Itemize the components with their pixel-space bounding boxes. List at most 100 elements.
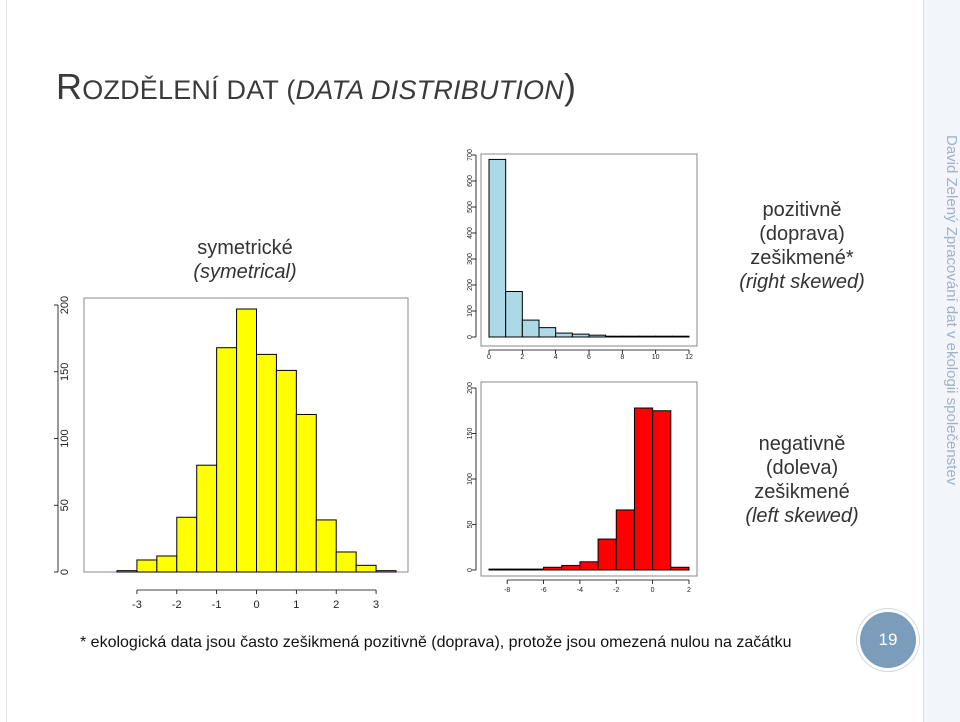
right-skewed-bar	[638, 335, 657, 338]
title-end: )	[563, 66, 577, 107]
label-left-line2: (doleva)	[765, 457, 839, 479]
title-italic: DATA DISTRIBUTION	[295, 75, 564, 105]
left-skewed-bar	[506, 568, 526, 571]
left-skewed-bar	[543, 566, 563, 571]
label-left-line4: (left skewed)	[745, 505, 859, 527]
left-skewed-y-tick-label: 100	[467, 473, 474, 485]
slide-title: ROZDĚLENÍ DAT (DATA DISTRIBUTION)	[56, 66, 576, 108]
right-skewed-x-tick-label: 8	[620, 354, 624, 361]
label-right-line4: (right skewed)	[739, 271, 865, 293]
label-symmetric-italic: (symetrical)	[193, 261, 297, 283]
symmetric-bar	[176, 516, 198, 573]
label-right-line1: pozitivně	[762, 199, 842, 221]
label-left-line3: zešikmené	[754, 481, 850, 503]
right-skewed-bar	[488, 158, 507, 338]
left-skewed-bar	[597, 538, 617, 571]
left-skewed-x-tick-label: 0	[651, 587, 655, 594]
left-skewed-y-tick-label: 150	[467, 428, 474, 440]
left-skewed-bar	[633, 407, 654, 571]
left-skewed-bar	[670, 566, 690, 571]
left-skewed-box	[480, 381, 698, 577]
right-skewed-x-tick-label: 10	[652, 354, 660, 361]
right-skewed-bar	[655, 335, 673, 338]
right-skewed-x-tick-label: 6	[587, 354, 591, 361]
left-skewed-y-tick-label: 200	[467, 382, 474, 394]
symmetric-bar	[375, 570, 397, 573]
right-skewed-bar	[521, 319, 540, 338]
symmetric-bar	[196, 464, 218, 573]
symmetric-x-tick-label: 0	[253, 599, 259, 610]
right-skewed-x-tick-label: 2	[520, 354, 524, 361]
symmetric-x-tick-label: -2	[172, 599, 182, 610]
right-skewed-histogram: 0 100 200 300 400 500 600 700 0 2 4 6 8 10 12	[467, 149, 698, 361]
right-skewed-bar	[555, 332, 573, 338]
title-rest: OZDĚLENÍ DAT (	[82, 75, 296, 105]
symmetric-x-tick-label: -3	[132, 599, 142, 610]
right-skewed-box	[480, 153, 698, 347]
right-skewed-y-tick-label: 200	[467, 279, 474, 291]
label-symmetric-line2: (symetrical)	[150, 260, 340, 284]
left-skewed-x-tick-label: -6	[540, 587, 546, 594]
symmetric-bar	[275, 369, 297, 573]
right-skewed-y-tick-label: 500	[467, 201, 474, 213]
symmetric-bar	[236, 308, 257, 573]
right-skewed-y-tick-label: 600	[467, 175, 474, 187]
left-rule	[6, 0, 7, 722]
page-number-badge: 19	[857, 609, 919, 671]
left-skewed-bar	[561, 564, 581, 571]
left-skewed-bar	[652, 410, 672, 571]
right-skewed-y-tick-label: 700	[467, 149, 474, 161]
symmetric-x-tick-label: 3	[373, 599, 379, 610]
left-skewed-x-tick-label: -8	[504, 587, 510, 594]
symmetric-x-tick-label: -1	[212, 599, 222, 610]
right-skewed-bar	[571, 333, 590, 338]
symmetric-bar	[335, 551, 357, 573]
left-skewed-bar	[524, 568, 545, 571]
symmetric-y-tick-label: 100	[59, 429, 71, 447]
symmetric-bar	[256, 353, 277, 573]
symmetric-bar	[156, 555, 178, 573]
label-symmetric-line1: symetrické	[197, 237, 293, 259]
left-skewed-bar	[579, 561, 599, 571]
symmetric-bar	[295, 413, 317, 573]
right-skewed-x-tick-label: 4	[554, 354, 558, 361]
symmetric-y-tick-label: 200	[59, 296, 71, 314]
left-skewed-y-tick-label: 0	[467, 568, 474, 572]
label-symmetric: symetrické (symetrical)	[150, 236, 340, 284]
left-skewed-y-tick-label: 50	[467, 521, 474, 529]
left-skewed-x-tick-label: -4	[577, 587, 583, 594]
right-skewed-bar	[671, 335, 690, 338]
symmetric-bar	[116, 570, 138, 573]
symmetric-y-tick-label: 150	[59, 363, 71, 381]
symmetric-bar	[355, 564, 377, 573]
symmetric-bar	[315, 519, 337, 573]
sidebar	[923, 0, 960, 722]
right-skewed-y-tick-label: 300	[467, 253, 474, 265]
label-left-skewed: negativně (doleva) zešikmené (left skewe…	[712, 432, 892, 528]
sidebar-text: David Zelený Zpracování dat v ekologii s…	[943, 135, 960, 486]
right-skewed-bar	[605, 335, 623, 338]
right-skewed-x-tick-label: 0	[487, 354, 491, 361]
right-skewed-bar	[538, 327, 557, 338]
left-skewed-bar	[615, 509, 635, 571]
label-right-skewed: pozitivně (doprava) zešikmené* (right sk…	[712, 198, 892, 294]
symmetric-y-tick-label: 0	[59, 569, 71, 575]
symmetric-x-tick-label: 2	[333, 599, 339, 610]
right-skewed-y-tick-label: 0	[467, 335, 474, 339]
right-skewed-y-tick-label: 400	[467, 227, 474, 239]
right-skewed-x-tick-label: 12	[685, 354, 693, 361]
symmetric-x-tick-label: 1	[293, 599, 299, 610]
symmetric-bar	[216, 347, 238, 573]
right-skewed-bar	[588, 334, 607, 338]
label-right-line2: (doprava)	[759, 223, 845, 245]
left-skewed-histogram: 0 50 100 150 200 -8 -6 -4 -2 0 2	[467, 381, 698, 594]
left-skewed-x-tick-label: 2	[687, 587, 691, 594]
symmetric-y-tick-label: 50	[59, 499, 71, 511]
symmetric-bar	[136, 559, 158, 573]
title-first-letter: R	[56, 66, 83, 107]
right-skewed-y-tick-label: 100	[467, 305, 474, 317]
footnote: * ekologická data jsou často zešikmená p…	[80, 634, 792, 651]
symmetric-histogram: 0 50 100 150 200 -3 -2 -1 0 1 2 3	[54, 296, 409, 610]
left-skewed-x-tick-label: -2	[613, 587, 619, 594]
right-skewed-bar	[621, 335, 640, 338]
